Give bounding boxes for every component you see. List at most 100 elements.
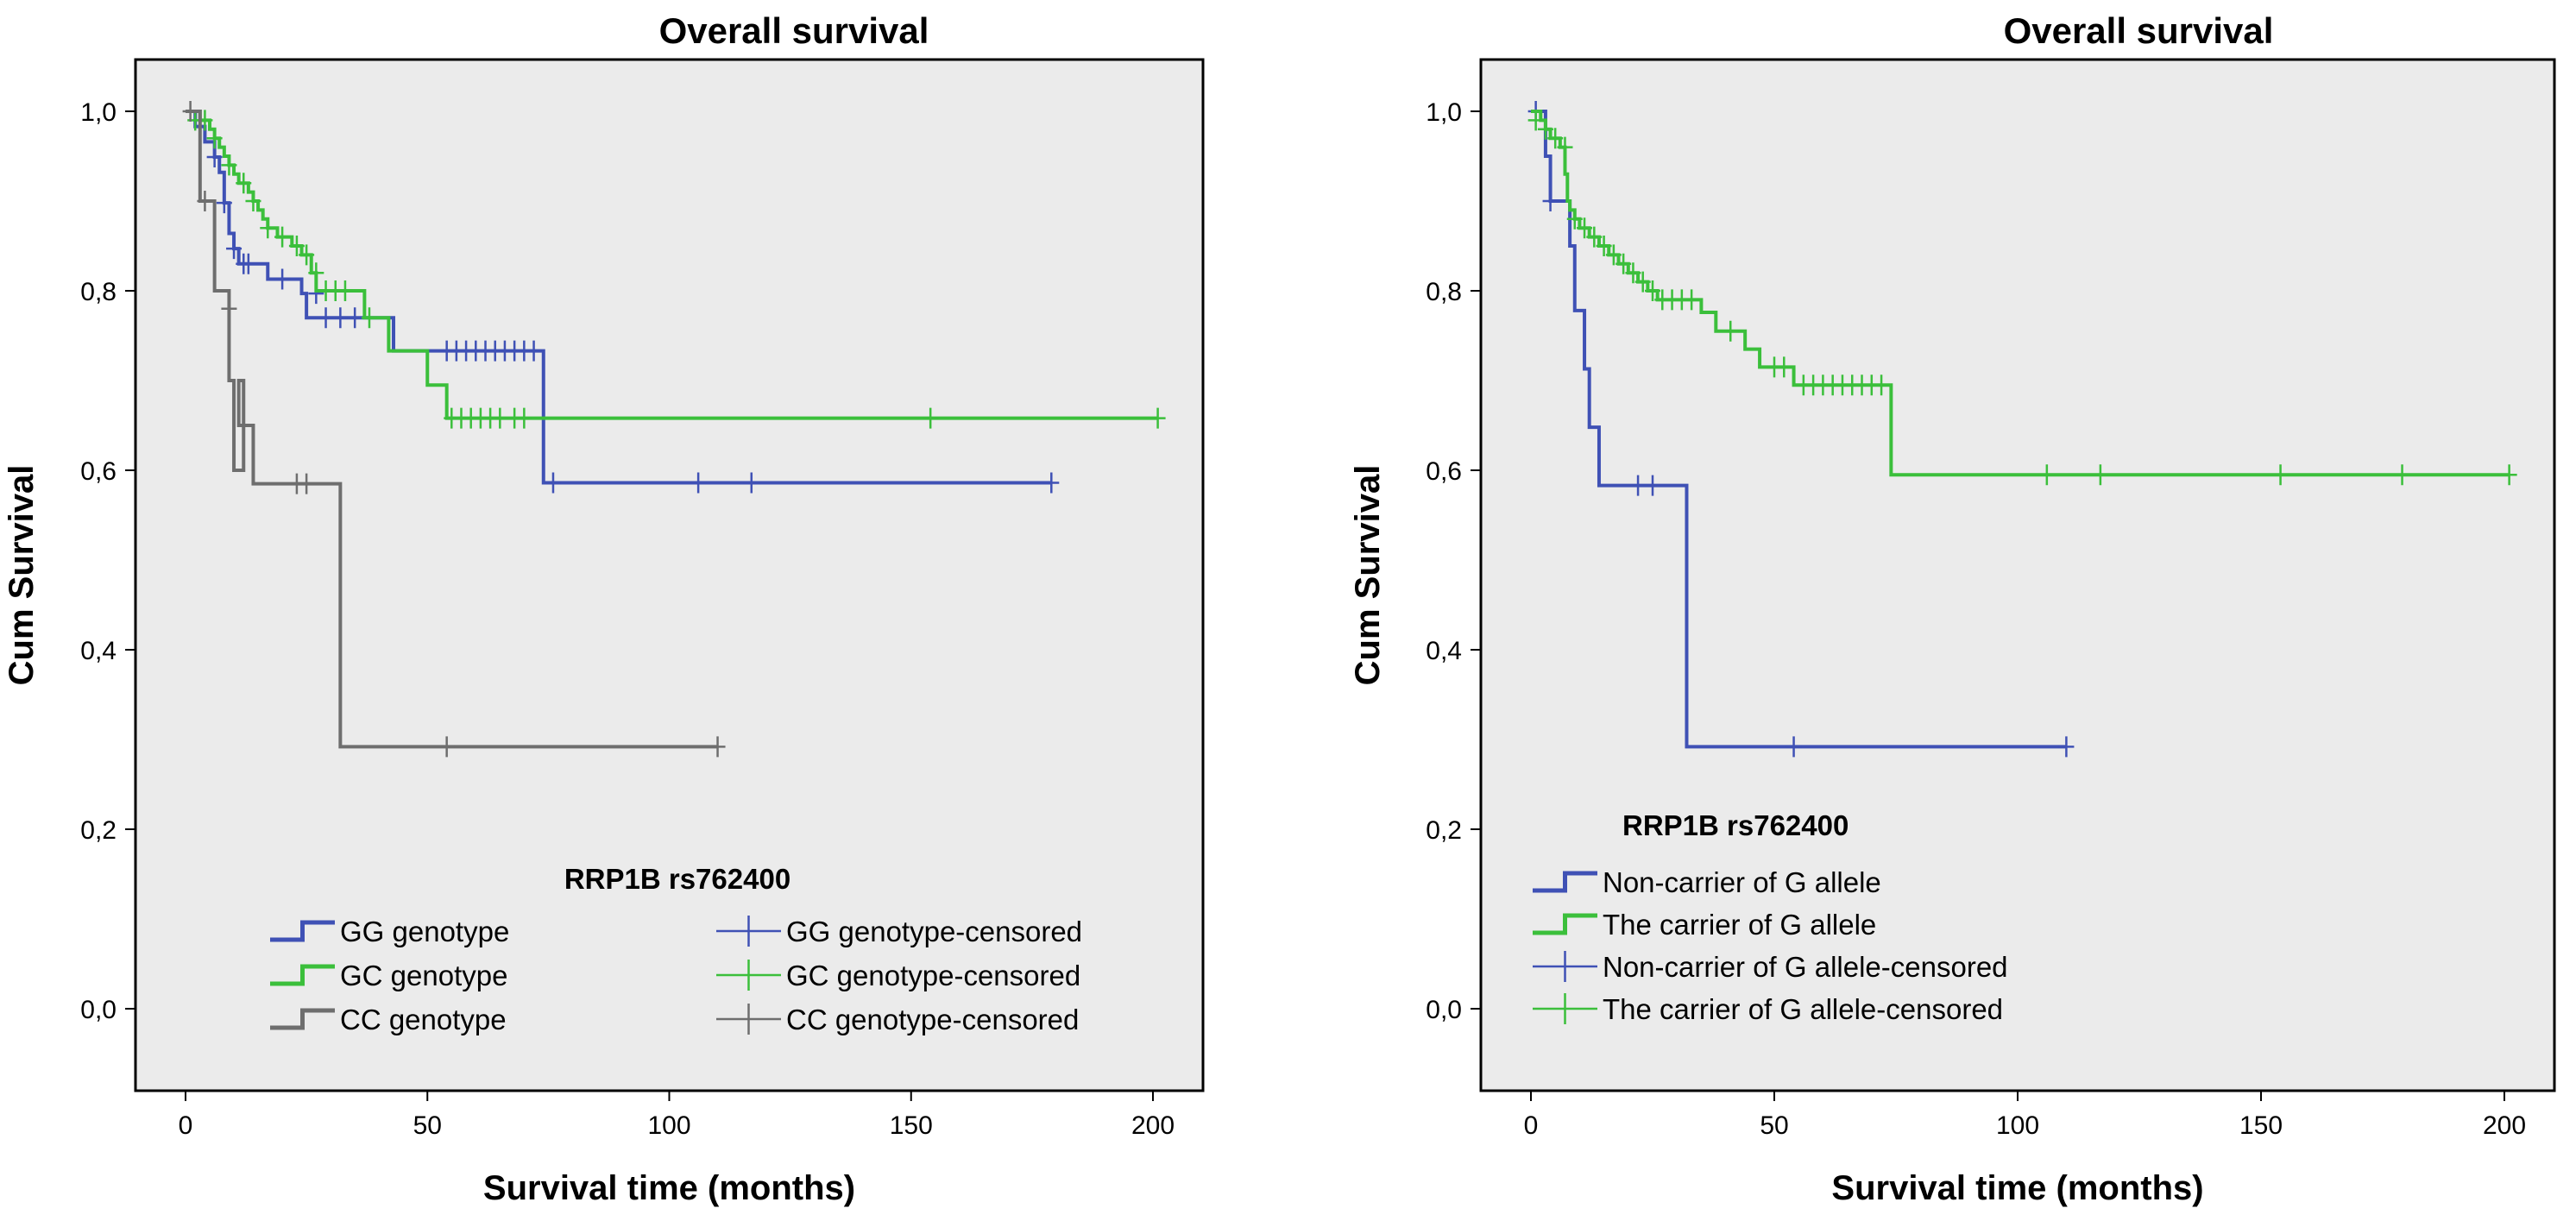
- censor-mark: [1043, 472, 1060, 494]
- plot-area: [134, 58, 1205, 1092]
- censor-mark: [2394, 464, 2410, 486]
- legend-entry-label: GG genotype-censored: [786, 916, 1082, 947]
- censor-mark: [1527, 110, 1544, 131]
- y-axis-title: Cum Survival: [3, 465, 41, 686]
- censor-mark: [1616, 253, 1632, 274]
- y-tick-label: 0,6: [1426, 457, 1462, 486]
- censor-mark: [1542, 191, 1559, 211]
- censor-mark: [690, 472, 707, 494]
- censor-mark: [1557, 136, 1573, 158]
- series-line-2: [1531, 110, 2510, 477]
- censor-mark: [1537, 118, 1553, 140]
- x-tick-label: 200: [2483, 1111, 2526, 1140]
- y-tick-label: 0,8: [80, 278, 117, 306]
- legend-title: RRP1B rs762400: [1622, 809, 1849, 841]
- censor-mark: [221, 298, 237, 319]
- y-tick-label: 0,0: [1426, 996, 1462, 1024]
- censor-mark: [1776, 356, 1792, 378]
- x-tick-label: 50: [413, 1111, 442, 1140]
- y-tick-label: 0,6: [80, 457, 117, 486]
- censor-mark: [1566, 208, 1583, 230]
- x-axis-title: Survival time (months): [483, 1169, 855, 1207]
- legend-line-swatch: [270, 964, 335, 986]
- censor-mark: [236, 173, 252, 194]
- censor-mark: [526, 340, 542, 362]
- censor-mark: [2501, 464, 2517, 486]
- legend-entry-label: The carrier of G allele-censored: [1603, 993, 2003, 1025]
- legend-entry-label: GC genotype-censored: [786, 960, 1080, 991]
- legend-censor-swatch: [716, 960, 781, 991]
- censor-mark: [2092, 464, 2108, 486]
- censor-mark: [1149, 407, 1166, 429]
- legend-entry-label: CC genotype: [340, 1004, 507, 1035]
- censor-mark: [197, 191, 213, 211]
- legend-entry-label: GC genotype: [340, 960, 507, 991]
- legend-line-swatch: [1533, 913, 1597, 935]
- censor-mark: [1605, 244, 1622, 266]
- series-line-1: [1531, 110, 2067, 749]
- legend-entry-label: Non-carrier of G allele-censored: [1603, 951, 2008, 983]
- x-tick-label: 150: [2239, 1111, 2283, 1140]
- censor-mark: [361, 307, 377, 329]
- censor-mark: [438, 736, 455, 758]
- censor-mark: [206, 147, 223, 168]
- legend-entry-label: The carrier of G allele: [1603, 909, 1876, 941]
- censor-mark: [206, 128, 223, 149]
- censor-mark: [2272, 464, 2289, 486]
- censor-mark: [245, 191, 261, 211]
- legend-censor-swatch: [716, 916, 781, 947]
- chart-title: Overall survival: [659, 10, 929, 51]
- x-tick-label: 100: [1996, 1111, 2039, 1140]
- legend-censor-swatch: [1533, 993, 1597, 1024]
- censor-mark: [182, 101, 198, 122]
- censor-mark: [1786, 736, 1802, 758]
- y-axis-title: Cum Survival: [1349, 465, 1387, 686]
- censor-mark: [1684, 289, 1700, 311]
- y-tick-label: 1,0: [1426, 98, 1462, 127]
- censor-mark: [260, 217, 276, 239]
- legend-title: RRP1B rs762400: [564, 863, 790, 895]
- x-tick-label: 100: [647, 1111, 690, 1140]
- legend-entry-label: GG genotype: [340, 916, 509, 947]
- censor-mark: [923, 407, 939, 429]
- x-tick-label: 0: [1524, 1111, 1539, 1140]
- censor-mark: [1577, 217, 1593, 239]
- censor-mark: [2058, 736, 2075, 758]
- legend-censor-swatch: [1533, 951, 1597, 982]
- censor-mark: [337, 280, 353, 301]
- censor-mark: [240, 253, 256, 274]
- censor-mark: [709, 736, 726, 758]
- x-tick-label: 200: [1131, 1111, 1175, 1140]
- censor-mark: [743, 472, 759, 494]
- legend-entry-label: CC genotype-censored: [786, 1004, 1079, 1035]
- y-tick-label: 0,8: [1426, 278, 1462, 306]
- y-tick-label: 0,0: [80, 996, 117, 1024]
- y-tick-label: 0,2: [80, 816, 117, 845]
- y-tick-label: 0,4: [1426, 637, 1462, 665]
- legend-line-swatch: [270, 1008, 335, 1030]
- censor-mark: [1625, 262, 1641, 284]
- censor-mark: [545, 472, 561, 494]
- censor-mark: [1723, 320, 1739, 342]
- censor-mark: [318, 307, 334, 329]
- censor-mark: [332, 307, 349, 329]
- y-tick-label: 0,2: [1426, 816, 1462, 845]
- y-tick-label: 1,0: [80, 98, 117, 127]
- chart-carrier: Overall survival Survival time (months) Cu…: [1349, 10, 2556, 1207]
- censor-mark: [288, 236, 305, 256]
- censor-mark: [1634, 271, 1651, 293]
- legend-line-swatch: [1533, 871, 1597, 893]
- censor-mark: [2038, 464, 2055, 486]
- censor-mark: [1630, 475, 1647, 496]
- censor-mark: [1547, 128, 1564, 149]
- legend-line-swatch: [270, 920, 335, 942]
- chart-title: Overall survival: [2004, 10, 2274, 51]
- censor-mark: [1645, 280, 1660, 301]
- censor-mark: [347, 307, 363, 329]
- y-tick-label: 0,4: [80, 637, 117, 665]
- censor-mark: [274, 268, 291, 290]
- censor-mark: [216, 192, 232, 214]
- legend-censor-swatch: [716, 1004, 781, 1035]
- chart-genotype: Overall survival Survival time (months) Cu…: [3, 10, 1205, 1207]
